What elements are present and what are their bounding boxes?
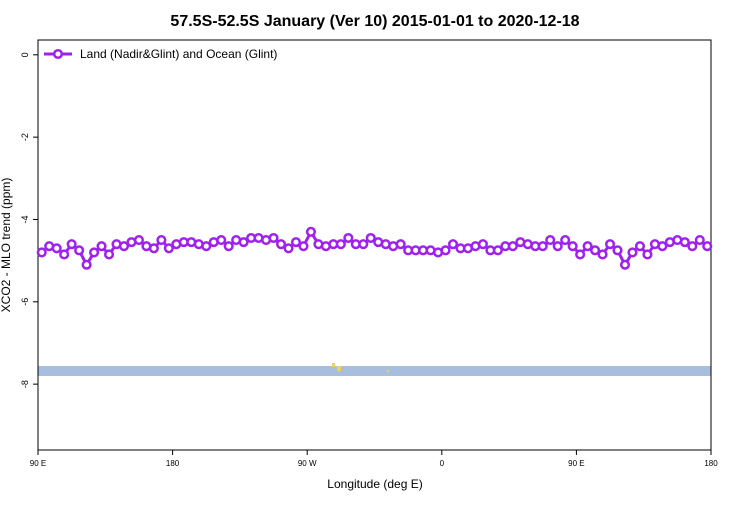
point xyxy=(560,235,571,246)
point xyxy=(612,245,623,256)
point xyxy=(268,232,279,244)
point xyxy=(507,241,518,252)
x-tick-label: 90 E xyxy=(568,459,584,468)
point xyxy=(365,232,376,244)
point xyxy=(290,237,302,248)
x-tick-label: 180 xyxy=(166,459,180,468)
point xyxy=(642,249,653,260)
point xyxy=(305,226,316,237)
legend-label: Land (Nadir&Glint) and Ocean (Glint) xyxy=(80,47,277,61)
land-speck xyxy=(337,366,341,371)
point xyxy=(597,249,608,260)
point xyxy=(283,243,294,254)
point xyxy=(537,241,548,252)
point xyxy=(103,249,115,260)
point xyxy=(66,239,77,250)
point xyxy=(545,235,556,246)
point xyxy=(702,241,713,252)
point xyxy=(238,237,249,248)
point xyxy=(440,245,451,256)
surface-strip xyxy=(38,366,711,376)
point xyxy=(679,237,690,248)
point xyxy=(148,243,159,254)
point xyxy=(358,239,369,250)
chart-title: 57.5S-52.5S January (Ver 10) 2015-01-01 … xyxy=(170,13,579,30)
y-tick-label: -6 xyxy=(20,298,30,306)
point xyxy=(627,247,638,258)
point xyxy=(74,245,85,256)
point xyxy=(223,241,234,252)
point xyxy=(133,235,144,246)
point xyxy=(575,249,586,260)
point xyxy=(687,241,698,252)
point xyxy=(657,241,668,252)
point xyxy=(163,243,174,254)
y-tick-label: 0 xyxy=(20,52,30,57)
point xyxy=(395,239,406,250)
point xyxy=(619,259,631,270)
point xyxy=(335,239,346,250)
legend-marker xyxy=(52,48,64,60)
x-tick-label: 180 xyxy=(704,459,718,468)
land-speck xyxy=(387,370,389,372)
point xyxy=(59,249,70,260)
x-axis-label: Longitude (deg E) xyxy=(327,477,422,491)
point xyxy=(343,232,354,244)
point xyxy=(96,241,107,252)
point xyxy=(36,247,47,258)
y-axis-label: XCO2 - MLO trend (ppm) xyxy=(0,178,13,313)
point xyxy=(156,235,167,246)
point xyxy=(477,239,488,250)
point xyxy=(492,245,503,256)
point xyxy=(567,241,578,252)
point xyxy=(201,241,212,252)
point xyxy=(51,243,62,254)
y-tick-label: -4 xyxy=(20,215,30,223)
point xyxy=(81,259,92,270)
point xyxy=(694,235,705,246)
x-tick-label: 90 E xyxy=(30,459,46,468)
point xyxy=(447,239,459,250)
point xyxy=(605,239,616,250)
point xyxy=(552,241,563,252)
point xyxy=(118,241,130,252)
point xyxy=(89,247,100,258)
point xyxy=(634,241,646,252)
point xyxy=(590,245,601,256)
land-speck xyxy=(332,363,335,367)
point xyxy=(298,241,309,252)
point xyxy=(216,235,227,246)
point xyxy=(275,239,287,250)
point xyxy=(582,241,593,252)
y-tick-label: -2 xyxy=(20,133,30,141)
x-tick-label: 0 xyxy=(440,459,445,468)
y-tick-label: -8 xyxy=(20,380,30,388)
x-tick-label: 90 W xyxy=(298,459,317,468)
